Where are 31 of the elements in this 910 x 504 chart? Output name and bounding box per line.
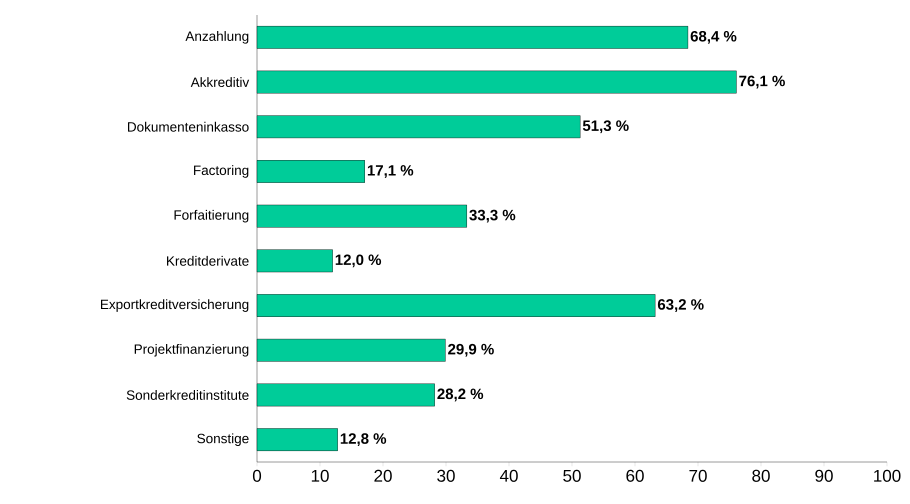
data-label: 28,2 % [437,388,484,402]
x-tick-label: 100 [874,470,901,482]
x-tick-label: 50 [563,470,581,482]
x-tick-label: 30 [437,470,455,482]
y-tick-label: Kreditderivate [167,256,249,266]
data-label: 12,0 % [336,254,382,268]
x-tick-label: 80 [752,470,770,482]
y-tick-label: Factoring [194,165,248,178]
y-tick-label: Sonstige [197,433,249,446]
data-label: 33,3 % [469,210,516,223]
y-tick-label: Projektfinanzierung [134,344,248,357]
x-tick-label: 20 [374,470,392,482]
y-tick-label: Anzahlung [185,31,248,44]
y-tick-label: Sonderkreditinstitute [126,390,249,400]
data-label: 17,1 % [368,165,414,178]
data-label: 12,8 % [340,433,386,446]
x-tick-label: 60 [626,470,644,482]
y-tick-label: Akkreditiv [190,77,250,87]
x-tick-label: 70 [689,470,707,482]
y-tick-label: Forfaitierung [174,210,248,222]
data-label: 76,1 % [739,76,785,88]
x-tick-label: 0 [252,470,262,482]
data-label: 63,2 % [658,299,704,312]
x-tick-label: 90 [815,470,833,482]
data-label: 51,3 % [582,120,629,134]
data-label: 68,4 % [690,30,736,44]
y-tick-label: Dokumenteninkasso [128,122,249,132]
y-tick-label: Exportkreditversicherung [100,299,248,312]
x-tick-label: 40 [500,470,518,482]
data-label: 29,9 % [448,344,494,357]
x-tick-label: 10 [312,470,329,482]
